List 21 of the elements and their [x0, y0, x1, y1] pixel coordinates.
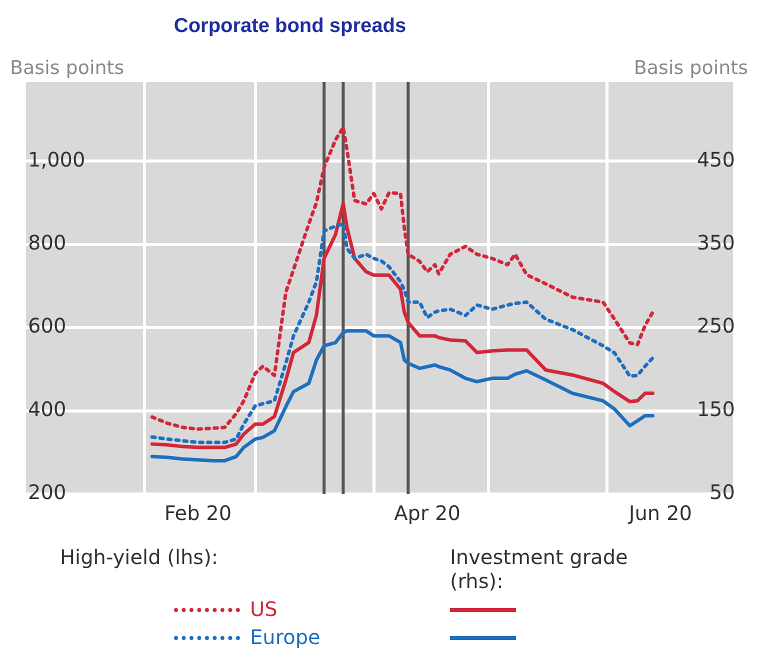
text: High-yield (lhs):: [60, 545, 220, 571]
y-tick-label: 600: [28, 314, 66, 338]
y2-tick-label: 150: [696, 396, 735, 421]
chart-title: Corporate bond spreads: [174, 15, 406, 37]
line-series: [150, 126, 654, 431]
x-tick-label: Apr 20: [394, 501, 460, 526]
y-tick-label: 800: [28, 230, 66, 255]
y-tick-label: 200: [28, 480, 66, 504]
y2-tick-label: 50: [710, 480, 735, 504]
y2-tick-label: 350: [696, 230, 735, 255]
y-tick-label: 1,000: [28, 147, 86, 172]
legend-label: Europe: [250, 625, 322, 649]
legend-label: US: [250, 597, 278, 621]
y-tick-label: 400: [28, 396, 66, 421]
text: Investment grade (rhs):: [450, 545, 629, 593]
y2-tick-label: 450: [696, 147, 735, 172]
y2-tick-label: 250: [696, 314, 735, 338]
x-tick-label: Feb 20: [164, 501, 232, 526]
y2-axis-title: Basis points: [634, 57, 748, 79]
x-tick-label: Jun 20: [626, 501, 692, 526]
y-axis-title: Basis points: [10, 57, 124, 79]
